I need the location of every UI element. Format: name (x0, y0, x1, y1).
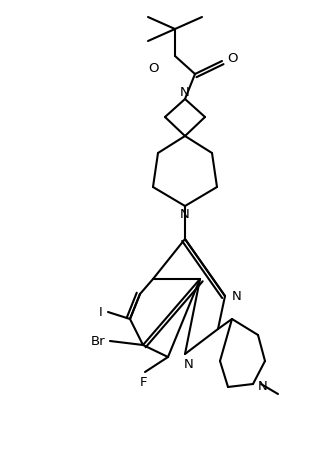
Text: F: F (139, 375, 147, 388)
Text: Br: Br (91, 335, 105, 348)
Text: N: N (184, 358, 194, 371)
Text: N: N (232, 289, 242, 302)
Text: N: N (180, 208, 190, 221)
Text: O: O (227, 52, 237, 65)
Text: I: I (99, 306, 103, 319)
Text: O: O (148, 62, 158, 75)
Text: N: N (180, 86, 190, 99)
Text: N: N (258, 380, 268, 393)
